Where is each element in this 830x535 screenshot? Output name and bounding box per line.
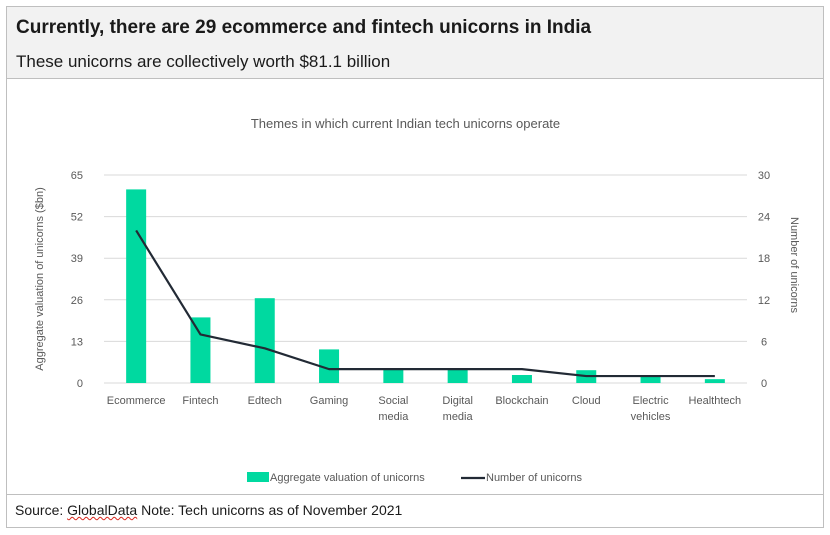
x-tick-label: vehicles: [631, 411, 671, 423]
y-tick-label: 0: [77, 378, 83, 390]
bar: [254, 298, 275, 383]
x-tick-label: Electric: [633, 395, 670, 407]
y-axis-title: Aggregate valuation of unicorns ($bn): [34, 187, 46, 370]
y2-tick-label: 0: [761, 378, 767, 390]
x-tick-label: Blockchain: [495, 395, 548, 407]
y2-tick-label: 18: [758, 253, 770, 265]
footer: Source: GlobalData Note: Tech unicorns a…: [7, 494, 823, 527]
number-of-unicorns-line: [135, 229, 715, 378]
combo-chart: 0 13 26 39 52 65 0 6 12 18 24 30 Aggregate valuation…: [34, 116, 800, 484]
bar: [190, 317, 211, 383]
legend-label-line: Number of unicorns: [486, 472, 582, 484]
bar: [319, 349, 340, 383]
legend-label-bar: Aggregate valuation of unicorns: [270, 472, 425, 484]
x-tick-label: media: [378, 411, 409, 423]
source-note: Source: GlobalData Note: Tech unicorns a…: [15, 502, 402, 518]
bar: [383, 368, 404, 383]
y-tick-label: 13: [71, 336, 83, 348]
x-tick-label: Cloud: [572, 395, 601, 407]
y2-axis-title: Number of unicorns: [788, 217, 800, 313]
bar: [511, 375, 532, 383]
y2-tick-label: 12: [758, 295, 770, 307]
x-tick-label: media: [443, 411, 474, 423]
y-tick-label: 65: [71, 170, 83, 182]
x-tick-label: Edtech: [248, 395, 282, 407]
header: Currently, there are 29 ecommerce and fi…: [7, 7, 823, 79]
bar: [704, 379, 725, 383]
source-label: Source:: [15, 502, 64, 518]
x-tick-label: Healthtech: [689, 395, 742, 407]
page-subtitle: These unicorns are collectively worth $8…: [16, 52, 391, 71]
bar: [447, 368, 468, 383]
y2-tick-label: 30: [758, 170, 770, 182]
chart-frame: Currently, there are 29 ecommerce and fi…: [6, 6, 824, 528]
x-tick-label: Gaming: [310, 395, 349, 407]
bar: [640, 375, 661, 383]
x-tick-label: Fintech: [182, 395, 218, 407]
x-tick-label: Digital: [442, 395, 473, 407]
page-title: Currently, there are 29 ecommerce and fi…: [16, 17, 592, 38]
y2-tick-label: 6: [761, 336, 767, 348]
y-tick-label: 26: [71, 295, 83, 307]
y2-tick-label: 24: [758, 212, 770, 224]
y-tick-label: 39: [71, 253, 83, 265]
y-tick-label: 52: [71, 212, 83, 224]
source-name: GlobalData: [67, 502, 138, 518]
legend-swatch-bar: [247, 472, 269, 482]
chart-title: Themes in which current Indian tech unic…: [251, 116, 560, 131]
x-tick-label: Ecommerce: [107, 395, 166, 407]
note-text: Note: Tech unicorns as of November 2021: [141, 502, 403, 518]
bar: [126, 189, 147, 383]
x-tick-label: Social: [378, 395, 408, 407]
